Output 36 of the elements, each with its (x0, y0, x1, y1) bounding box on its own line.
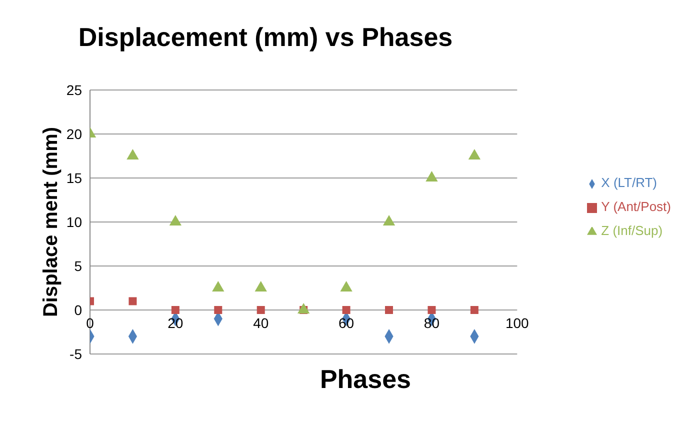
x-tick-label: 60 (338, 315, 354, 331)
point (428, 306, 436, 314)
point (470, 306, 478, 314)
point (214, 306, 222, 314)
y-tick-label: 0 (74, 302, 82, 318)
x-tick-label: 40 (253, 315, 269, 331)
y-tick-label: 5 (74, 258, 82, 274)
y-tick-label: 20 (66, 126, 82, 142)
y-tick-label: 15 (66, 170, 82, 186)
y-tick-label: 25 (66, 82, 82, 98)
point (171, 306, 180, 314)
point (126, 148, 139, 160)
legend-label: X (LT/RT) (601, 175, 658, 190)
x-tick-label: 20 (168, 315, 184, 331)
y-tick-label: -5 (70, 346, 82, 362)
point (468, 148, 481, 160)
y-axis-title: Displace ment (mm) (40, 126, 62, 318)
x-tick-label: 100 (505, 315, 530, 331)
point (254, 280, 267, 292)
x-tick-label: 0 (86, 315, 94, 331)
point (340, 280, 352, 292)
point (256, 306, 265, 314)
y-tick-label: 10 (66, 214, 82, 230)
x-tick-label: 80 (424, 315, 440, 331)
point (298, 302, 310, 314)
chart-title: Displacement (mm) vs Phases (77, 22, 454, 53)
point (385, 306, 394, 314)
point (212, 280, 224, 292)
point (169, 214, 182, 226)
point (382, 214, 396, 226)
point (128, 297, 137, 306)
point (426, 170, 438, 182)
legend-label: Z (Inf/Sup) (601, 223, 663, 238)
x-axis-title: Phases (318, 364, 412, 395)
legend-label: Y (Ant/Post) (601, 199, 671, 214)
point (342, 306, 350, 314)
